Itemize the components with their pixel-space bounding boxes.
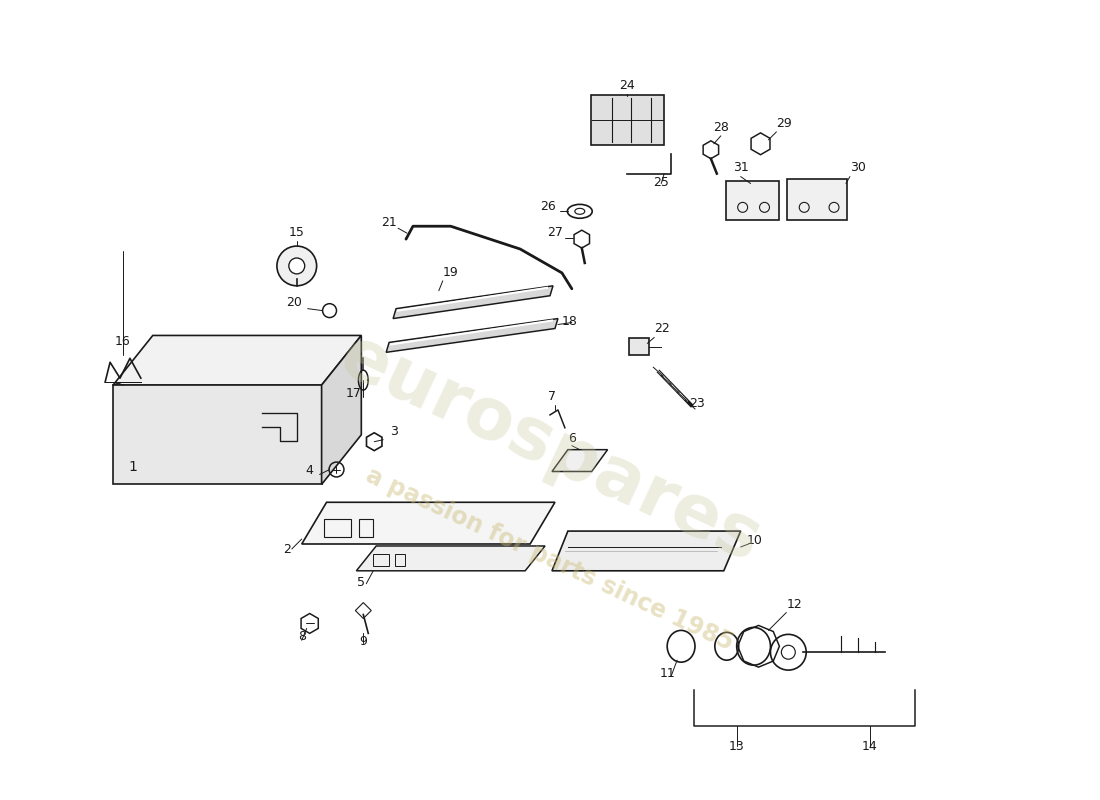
- Polygon shape: [113, 335, 361, 385]
- Text: 13: 13: [729, 739, 745, 753]
- Text: 2: 2: [283, 543, 290, 556]
- Polygon shape: [629, 338, 649, 355]
- Text: 12: 12: [786, 598, 802, 610]
- Polygon shape: [552, 450, 607, 471]
- Polygon shape: [393, 286, 553, 318]
- Text: eurospares: eurospares: [329, 322, 771, 578]
- Polygon shape: [386, 318, 558, 352]
- Text: 11: 11: [659, 667, 675, 680]
- Text: 9: 9: [360, 635, 367, 648]
- Text: 27: 27: [547, 226, 563, 239]
- Text: 4: 4: [306, 465, 313, 478]
- Text: 28: 28: [713, 121, 728, 134]
- Text: 5: 5: [358, 576, 365, 589]
- Text: a passion for parts since 1985: a passion for parts since 1985: [363, 463, 737, 655]
- Circle shape: [277, 246, 317, 286]
- Text: 31: 31: [733, 161, 748, 174]
- FancyBboxPatch shape: [788, 178, 847, 220]
- Bar: [360, 519, 373, 537]
- FancyBboxPatch shape: [726, 181, 780, 220]
- Text: 10: 10: [747, 534, 762, 547]
- Bar: [373, 554, 389, 566]
- Text: 6: 6: [568, 432, 575, 445]
- Bar: [323, 519, 351, 537]
- Text: 14: 14: [862, 739, 878, 753]
- Bar: [395, 554, 405, 566]
- Polygon shape: [356, 546, 544, 571]
- Polygon shape: [552, 531, 740, 571]
- Text: 30: 30: [850, 161, 866, 174]
- Text: 8: 8: [298, 630, 306, 643]
- Text: 16: 16: [116, 335, 131, 348]
- Text: 21: 21: [382, 216, 397, 229]
- Text: 15: 15: [289, 226, 305, 239]
- Text: 29: 29: [777, 117, 792, 130]
- Text: 23: 23: [689, 397, 705, 410]
- Polygon shape: [301, 502, 556, 544]
- Text: 22: 22: [654, 322, 670, 335]
- Text: 20: 20: [286, 296, 301, 309]
- Text: 19: 19: [442, 266, 459, 279]
- Text: 3: 3: [390, 425, 398, 438]
- Text: 25: 25: [653, 177, 669, 190]
- Text: 18: 18: [562, 315, 578, 329]
- Text: 24: 24: [619, 79, 636, 92]
- Text: 1: 1: [128, 461, 136, 474]
- Text: 17: 17: [345, 387, 361, 400]
- Text: 7: 7: [548, 390, 556, 403]
- FancyBboxPatch shape: [591, 95, 664, 145]
- Polygon shape: [113, 385, 321, 485]
- Text: 26: 26: [540, 200, 556, 214]
- Circle shape: [289, 258, 305, 274]
- Polygon shape: [321, 335, 361, 485]
